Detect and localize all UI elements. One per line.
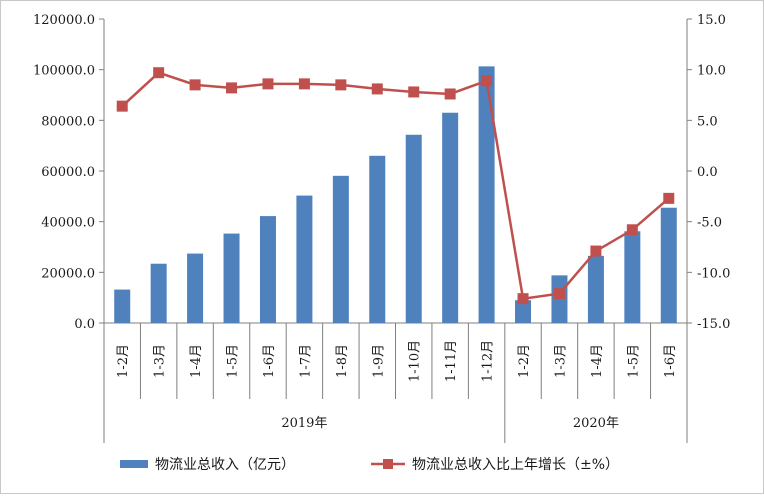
x-tick-label: 1-6月	[663, 344, 678, 378]
x-tick-label: 1-12月	[481, 340, 496, 382]
x-tick-label: 1-11月	[444, 340, 459, 382]
line-point	[408, 86, 420, 98]
y-left-tick-label: 60000.0	[41, 165, 95, 180]
x-tick-label: 1-7月	[298, 344, 313, 378]
line-point	[481, 75, 493, 87]
x-tick-label: 1-3月	[553, 344, 568, 378]
line-point	[335, 79, 347, 91]
x-tick-label: 1-4月	[590, 344, 605, 378]
legend-line-label: 物流业总收入比上年增长（±%）	[412, 457, 619, 473]
bar	[369, 155, 386, 323]
group-label: 2019年	[281, 416, 327, 431]
bar	[442, 112, 459, 323]
line-series	[116, 67, 675, 305]
bar	[187, 253, 204, 323]
line-point	[116, 100, 128, 112]
growth-line	[121, 71, 670, 301]
bar	[332, 175, 349, 323]
line-point	[444, 88, 456, 100]
bar	[587, 255, 604, 323]
y-right-tick-label: -5.0	[697, 216, 722, 231]
x-tick-label: 1-8月	[335, 344, 350, 378]
y-right-tick-label: 10.0	[697, 64, 726, 79]
line-point	[371, 83, 383, 95]
x-tick-label: 1-5月	[226, 344, 241, 378]
bar	[150, 263, 167, 323]
x-tick-label: 1-3月	[153, 344, 168, 378]
bar	[660, 207, 677, 323]
x-tick-label: 1-2月	[116, 344, 131, 378]
bar	[259, 216, 276, 323]
y-left-tick-label: 0.0	[74, 317, 95, 332]
x-tick-label: 1-9月	[371, 344, 386, 378]
y-right-tick-label: -15.0	[697, 317, 730, 332]
y-left-tick-label: 80000.0	[41, 114, 95, 129]
bar	[405, 134, 422, 323]
bar	[551, 275, 568, 323]
legend: 物流业总收入（亿元） 物流业总收入比上年增长（±%）	[120, 457, 619, 473]
y-left-tick-label: 20000.0	[41, 266, 95, 281]
line-point	[663, 192, 675, 204]
axis-labels: 0.0 20000.0 40000.0 60000.0 80000.0 100000.0 1…	[33, 13, 730, 431]
x-tick-label: 1-2月	[517, 344, 532, 378]
y-right-tick-label: 5.0	[697, 114, 718, 129]
legend-bar-label: 物流业总收入（亿元）	[155, 457, 295, 473]
y-left-tick-label: 120000.0	[33, 13, 95, 28]
x-tick-label: 1-5月	[626, 344, 641, 378]
line-point	[517, 293, 529, 305]
bar	[296, 195, 313, 323]
line-point	[153, 67, 165, 79]
line-point	[262, 78, 274, 90]
bar	[515, 300, 532, 323]
line-point	[626, 224, 638, 236]
line-point	[298, 78, 310, 90]
y-right-tick-label: -10.0	[697, 266, 730, 281]
y-left-tick-label: 40000.0	[41, 216, 95, 231]
legend-bar-swatch	[120, 460, 148, 468]
bar	[223, 233, 240, 323]
bar-series	[114, 66, 677, 323]
y-right-tick-label: 15.0	[697, 13, 726, 28]
y-left-tick-label: 100000.0	[33, 64, 95, 79]
x-tick-label: 1-10月	[408, 340, 423, 382]
group-label: 2020年	[573, 416, 619, 431]
legend-line-marker	[383, 459, 393, 469]
line-point	[553, 288, 565, 300]
y-right-tick-label: 0.0	[697, 165, 718, 180]
bar	[624, 231, 641, 323]
x-tick-label: 1-4月	[189, 344, 204, 378]
bar	[478, 66, 495, 323]
line-point	[189, 79, 201, 91]
line-point	[590, 245, 602, 257]
bar	[114, 289, 131, 323]
line-point	[226, 82, 238, 94]
x-tick-label: 1-6月	[262, 344, 277, 378]
